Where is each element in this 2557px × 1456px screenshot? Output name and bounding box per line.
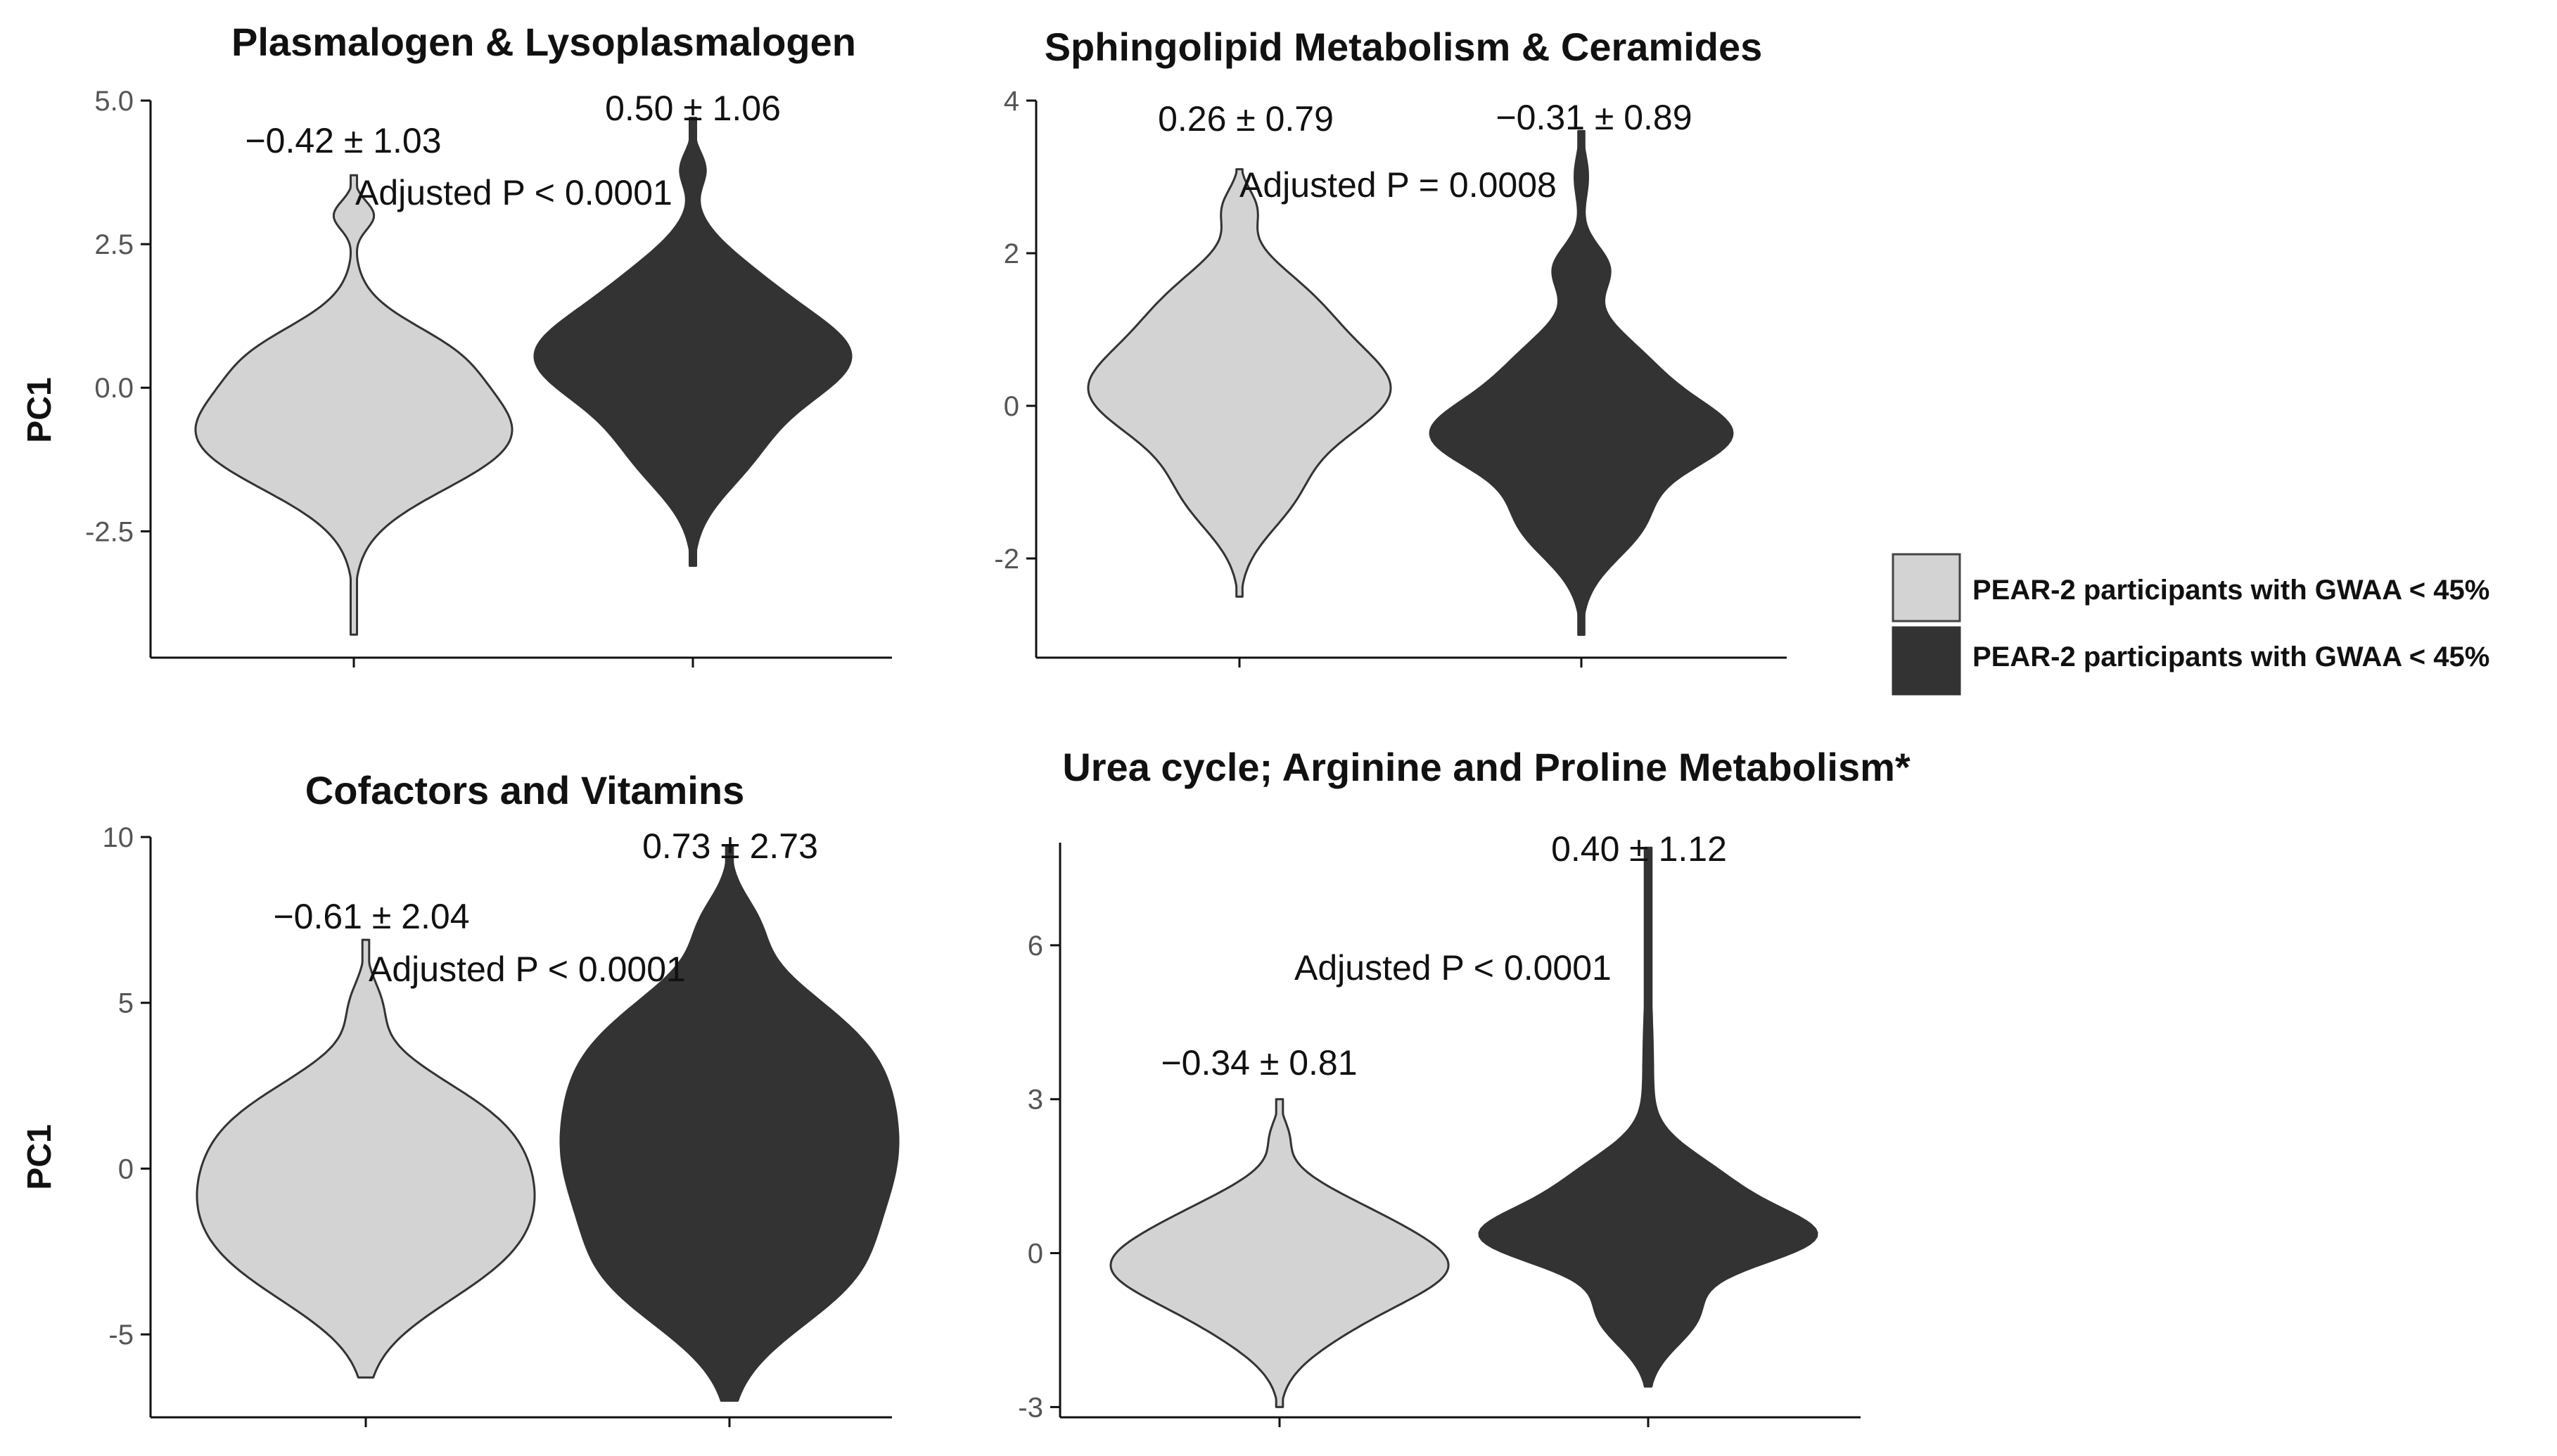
panel-title: Sphingolipid Metabolism & Ceramides [1045, 25, 1763, 69]
violin-light-group [194, 174, 514, 636]
y-tick-label: 4 [1004, 86, 1019, 117]
panel-sphingolipid: Sphingolipid Metabolism & Ceramides -2 0 2… [994, 25, 1787, 668]
group-1-mean-sd-label: 0.26 ± 0.79 [1158, 99, 1334, 139]
violin-light-group [1087, 168, 1392, 598]
group-2-mean-sd-label: 0.40 ± 1.12 [1551, 829, 1727, 869]
violin-dark-group [559, 845, 900, 1402]
p-value-annotation: Adjusted P < 0.0001 [1294, 948, 1612, 988]
y-tick-label: 10 [103, 822, 134, 853]
y-tick-label: -2.5 [85, 516, 134, 547]
y-axis-label: PC1 [21, 377, 58, 442]
panel-urea-cycle: Urea cycle; Arginine and Proline Metabol… [1018, 745, 1911, 1427]
group-2-mean-sd-label: 0.50 ± 1.06 [605, 89, 781, 128]
y-tick-label: 0 [1004, 391, 1019, 422]
y-tick-label: 2.5 [94, 229, 134, 260]
y-tick-label: 0 [1028, 1239, 1043, 1270]
group-2-mean-sd-label: 0.73 ± 2.73 [642, 826, 818, 866]
p-value-annotation: Adjusted P < 0.0001 [355, 173, 672, 212]
panel-cofactors: Cofactors and Vitamins PC1 -5 0 5 10 −0.61 … [21, 768, 900, 1427]
group-1-mean-sd-label: −0.42 ± 1.03 [245, 121, 441, 160]
y-tick-label: -2 [994, 544, 1019, 575]
group-2-mean-sd-label: −0.31 ± 0.89 [1496, 98, 1692, 137]
legend-label-light: PEAR-2 participants with GWAA < 45% [1972, 575, 2489, 606]
violin-light-group [1109, 1098, 1450, 1408]
panel-title: Cofactors and Vitamins [305, 768, 744, 812]
y-tick-label: 6 [1028, 931, 1043, 962]
violin-dark-group [1429, 129, 1734, 636]
y-tick-label: 3 [1028, 1085, 1043, 1116]
y-axis-label: PC1 [21, 1124, 58, 1189]
y-tick-label: -5 [108, 1320, 134, 1350]
legend-swatch-light [1892, 553, 1961, 622]
panel-title: Urea cycle; Arginine and Proline Metabol… [1062, 745, 1911, 789]
p-value-annotation: Adjusted P = 0.0008 [1239, 165, 1557, 205]
panel-title: Plasmalogen & Lysoplasmalogen [231, 20, 856, 64]
legend-label-dark: PEAR-2 participants with GWAA < 45% [1972, 641, 2489, 672]
y-tick-label: 2 [1004, 238, 1019, 269]
panel-plasmalogen: Plasmalogen & Lysoplasmalogen PC1 -2.5 0.… [21, 20, 892, 668]
y-tick-label: 5.0 [94, 86, 134, 117]
legend: PEAR-2 participants with GWAA < 45% PEAR… [1892, 553, 2489, 696]
violin-dark-group [533, 117, 853, 567]
violin-light-group [196, 938, 536, 1379]
y-tick-label: -3 [1018, 1392, 1043, 1423]
group-1-mean-sd-label: −0.61 ± 2.04 [273, 897, 469, 936]
y-tick-label: 5 [118, 988, 134, 1019]
group-1-mean-sd-label: −0.34 ± 0.81 [1161, 1043, 1357, 1083]
legend-swatch-dark [1892, 626, 1961, 696]
y-tick-label: 0.0 [94, 373, 134, 404]
violin-dark-group [1478, 846, 1818, 1388]
p-value-annotation: Adjusted P < 0.0001 [369, 950, 686, 989]
y-tick-label: 0 [118, 1154, 134, 1184]
